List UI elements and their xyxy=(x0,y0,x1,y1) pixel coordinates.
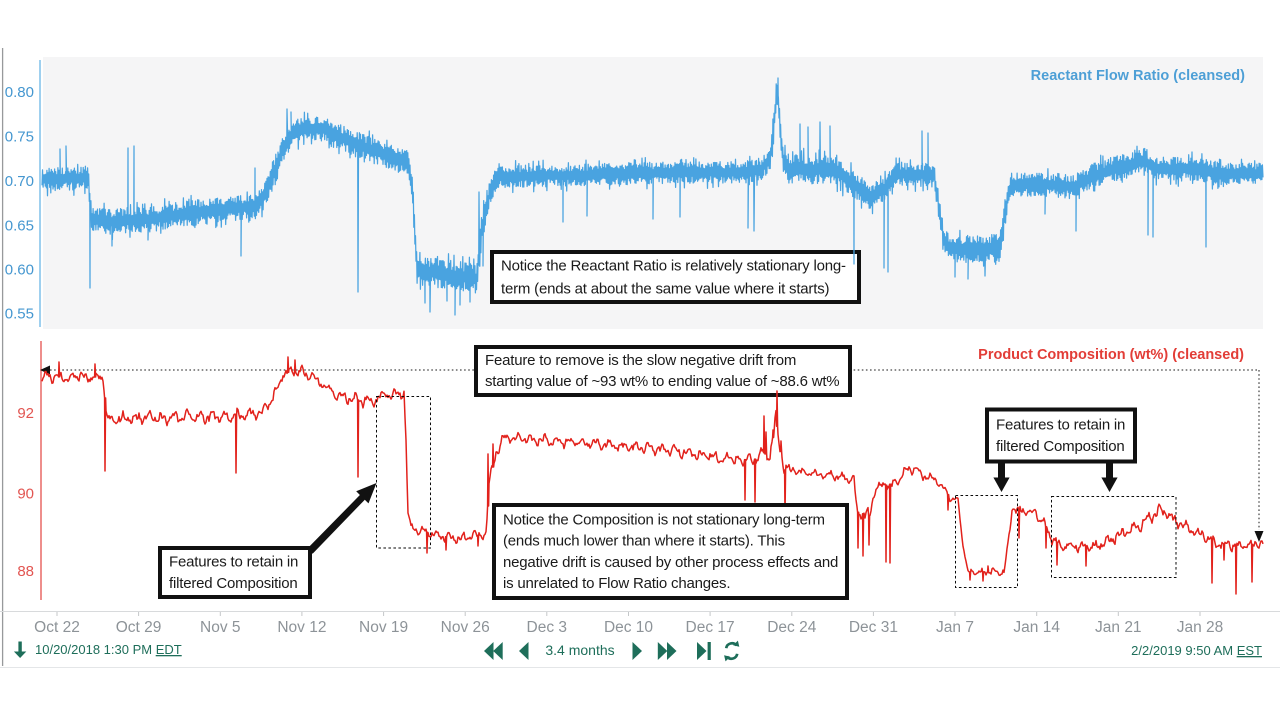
svg-text:88: 88 xyxy=(17,563,34,580)
svg-text:Features to retain in: Features to retain in xyxy=(996,417,1125,434)
svg-text:Jan 21: Jan 21 xyxy=(1095,619,1142,636)
svg-text:0.80: 0.80 xyxy=(5,84,34,101)
svg-text:Nov 19: Nov 19 xyxy=(359,619,408,636)
svg-text:0.60: 0.60 xyxy=(5,262,34,279)
svg-text:Nov 12: Nov 12 xyxy=(277,619,326,636)
svg-text:starting value of ~93 wt% to e: starting value of ~93 wt% to ending valu… xyxy=(485,373,839,390)
svg-text:Jan 28: Jan 28 xyxy=(1177,619,1224,636)
svg-text:Dec 10: Dec 10 xyxy=(604,619,653,636)
svg-text:Features to retain in: Features to retain in xyxy=(169,554,298,571)
svg-text:10/20/2018 1:30 PM EDT: 10/20/2018 1:30 PM EDT xyxy=(35,642,182,657)
svg-text:Dec 31: Dec 31 xyxy=(849,619,898,636)
svg-text:Oct 29: Oct 29 xyxy=(116,619,162,636)
svg-text:Feature to remove is the slow: Feature to remove is the slow negative d… xyxy=(485,352,796,369)
svg-text:2/2/2019 9:50 AM EST: 2/2/2019 9:50 AM EST xyxy=(1131,643,1262,658)
svg-text:Jan 14: Jan 14 xyxy=(1013,619,1060,636)
svg-text:Dec 17: Dec 17 xyxy=(686,619,735,636)
svg-text:0.55: 0.55 xyxy=(5,306,34,323)
svg-text:filtered Composition: filtered Composition xyxy=(996,438,1125,455)
svg-text:filtered Composition: filtered Composition xyxy=(169,575,298,592)
svg-text:Dec 3: Dec 3 xyxy=(527,619,568,636)
svg-text:is unrelated to Flow Ratio cha: is unrelated to Flow Ratio changes. xyxy=(503,575,730,592)
svg-text:Jan 7: Jan 7 xyxy=(936,619,974,636)
svg-text:Oct 22: Oct 22 xyxy=(34,619,80,636)
svg-text:Dec 24: Dec 24 xyxy=(767,619,816,636)
svg-text:Notice the Composition is not: Notice the Composition is not stationary… xyxy=(503,511,825,528)
svg-text:92: 92 xyxy=(17,405,34,422)
svg-text:0.70: 0.70 xyxy=(5,173,34,190)
svg-text:Nov 5: Nov 5 xyxy=(200,619,241,636)
svg-text:Nov 26: Nov 26 xyxy=(441,619,490,636)
svg-text:Notice the Reactant Ratio is: Notice the Reactant Ratio is relatively … xyxy=(501,258,846,275)
svg-text:0.75: 0.75 xyxy=(5,129,34,146)
svg-text:0.65: 0.65 xyxy=(5,218,34,235)
svg-text:term (ends at about the same v: term (ends at about the same value where… xyxy=(501,281,829,298)
svg-text:(ends much lower than where it: (ends much lower than where it starts). … xyxy=(503,533,785,550)
svg-text:negative drift is caused by ot: negative drift is caused by other proces… xyxy=(503,554,838,571)
svg-text:90: 90 xyxy=(17,486,34,503)
svg-text:Product Composition (wt%) (cle: Product Composition (wt%) (cleansed) xyxy=(978,347,1244,363)
svg-text:3.4 months: 3.4 months xyxy=(545,642,614,658)
svg-text:Reactant Flow Ratio (cleansed): Reactant Flow Ratio (cleansed) xyxy=(1031,68,1245,84)
